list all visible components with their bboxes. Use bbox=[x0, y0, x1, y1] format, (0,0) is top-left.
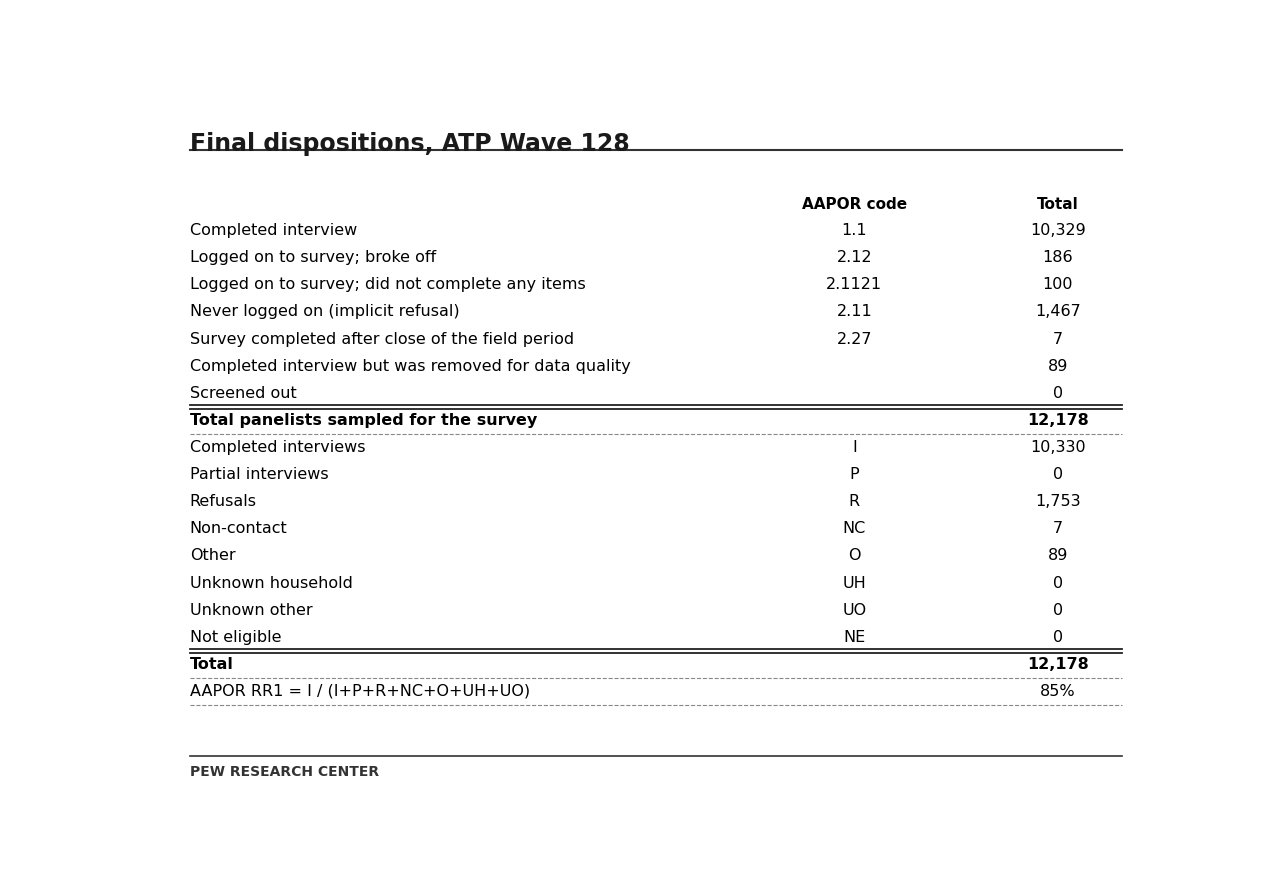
Text: 85%: 85% bbox=[1039, 684, 1075, 699]
Text: AAPOR RR1 = I / (I+P+R+NC+O+UH+UO): AAPOR RR1 = I / (I+P+R+NC+O+UH+UO) bbox=[189, 684, 530, 699]
Text: NE: NE bbox=[844, 630, 865, 645]
Text: 2.12: 2.12 bbox=[837, 251, 872, 265]
Text: Total: Total bbox=[1037, 197, 1079, 212]
Text: 12,178: 12,178 bbox=[1027, 413, 1088, 428]
Text: 1.1: 1.1 bbox=[841, 223, 868, 238]
Text: Unknown household: Unknown household bbox=[189, 575, 352, 591]
Text: I: I bbox=[852, 440, 856, 455]
Text: 0: 0 bbox=[1052, 385, 1062, 401]
Text: Not eligible: Not eligible bbox=[189, 630, 282, 645]
Text: 100: 100 bbox=[1042, 277, 1073, 293]
Text: 2.11: 2.11 bbox=[837, 304, 872, 319]
Text: UO: UO bbox=[842, 603, 867, 617]
Text: Non-contact: Non-contact bbox=[189, 521, 288, 536]
Text: O: O bbox=[849, 549, 860, 564]
Text: 89: 89 bbox=[1047, 549, 1068, 564]
Text: NC: NC bbox=[842, 521, 867, 536]
Text: 2.1121: 2.1121 bbox=[827, 277, 882, 293]
Text: Completed interviews: Completed interviews bbox=[189, 440, 365, 455]
Text: 1,753: 1,753 bbox=[1036, 494, 1080, 509]
Text: Final dispositions, ATP Wave 128: Final dispositions, ATP Wave 128 bbox=[189, 132, 630, 156]
Text: 12,178: 12,178 bbox=[1027, 657, 1088, 672]
Text: 0: 0 bbox=[1052, 575, 1062, 591]
Text: PEW RESEARCH CENTER: PEW RESEARCH CENTER bbox=[189, 765, 379, 779]
Text: Completed interview but was removed for data quality: Completed interview but was removed for … bbox=[189, 359, 631, 374]
Text: 10,329: 10,329 bbox=[1030, 223, 1085, 238]
Text: 2.27: 2.27 bbox=[837, 332, 872, 347]
Text: 89: 89 bbox=[1047, 359, 1068, 374]
Text: 1,467: 1,467 bbox=[1036, 304, 1080, 319]
Text: Logged on to survey; did not complete any items: Logged on to survey; did not complete an… bbox=[189, 277, 585, 293]
Text: Completed interview: Completed interview bbox=[189, 223, 357, 238]
Text: Never logged on (implicit refusal): Never logged on (implicit refusal) bbox=[189, 304, 460, 319]
Text: 0: 0 bbox=[1052, 467, 1062, 482]
Text: AAPOR code: AAPOR code bbox=[801, 197, 908, 212]
Text: 0: 0 bbox=[1052, 630, 1062, 645]
Text: P: P bbox=[850, 467, 859, 482]
Text: 10,330: 10,330 bbox=[1030, 440, 1085, 455]
Text: Survey completed after close of the field period: Survey completed after close of the fiel… bbox=[189, 332, 573, 347]
Text: 7: 7 bbox=[1052, 332, 1062, 347]
Text: 7: 7 bbox=[1052, 521, 1062, 536]
Text: Screened out: Screened out bbox=[189, 385, 297, 401]
Text: Other: Other bbox=[189, 549, 236, 564]
Text: 186: 186 bbox=[1042, 251, 1073, 265]
Text: Refusals: Refusals bbox=[189, 494, 257, 509]
Text: Unknown other: Unknown other bbox=[189, 603, 312, 617]
Text: Logged on to survey; broke off: Logged on to survey; broke off bbox=[189, 251, 436, 265]
Text: UH: UH bbox=[842, 575, 867, 591]
Text: Partial interviews: Partial interviews bbox=[189, 467, 329, 482]
Text: Total panelists sampled for the survey: Total panelists sampled for the survey bbox=[189, 413, 538, 428]
Text: Total: Total bbox=[189, 657, 234, 672]
Text: 0: 0 bbox=[1052, 603, 1062, 617]
Text: R: R bbox=[849, 494, 860, 509]
